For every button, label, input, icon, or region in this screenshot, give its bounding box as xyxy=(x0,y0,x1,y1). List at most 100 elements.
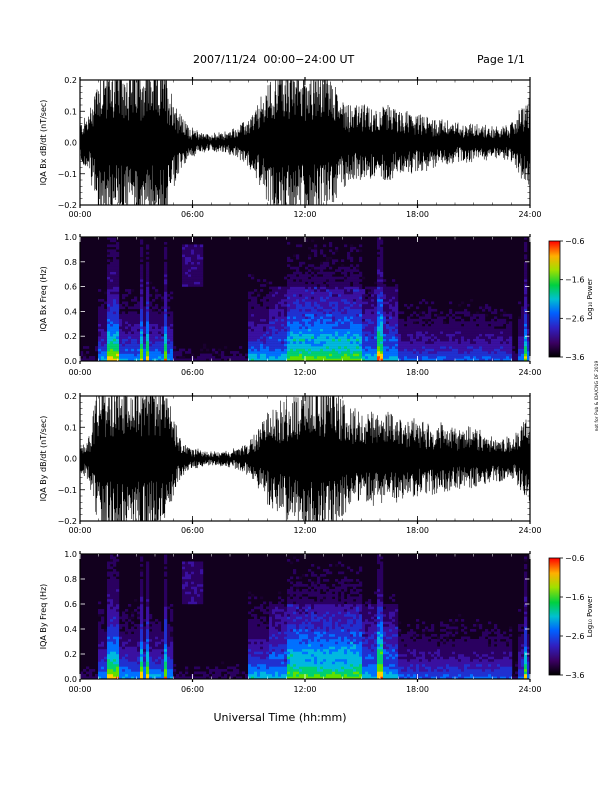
panel-2-cell xyxy=(128,358,132,361)
panel-2-cell xyxy=(140,274,144,277)
panel-4-cell xyxy=(119,654,123,657)
panel-4-cell xyxy=(251,609,255,612)
panel-2-cell xyxy=(278,308,282,312)
panel-2-cell xyxy=(398,326,402,329)
panel-4-cell xyxy=(251,621,255,625)
panel-4-cell xyxy=(251,614,255,617)
panel-2-cell xyxy=(371,351,375,354)
panel-2-cell xyxy=(110,286,114,290)
panel-2-cell xyxy=(116,333,120,337)
panel-2-cell xyxy=(251,291,255,295)
panel-2-cell xyxy=(140,259,144,262)
panel-2-cell xyxy=(383,299,387,302)
panel-2-cell xyxy=(116,291,120,295)
panel-2-cell xyxy=(134,296,138,300)
panel-2-cell xyxy=(521,333,525,337)
panel-2-cell xyxy=(527,331,530,334)
panel-2-cell xyxy=(527,316,530,320)
panel-2-cell xyxy=(359,323,363,327)
panel-2-cell xyxy=(422,331,426,334)
panel-2-cell xyxy=(122,323,126,327)
panel-2-cell xyxy=(485,338,489,342)
panel-2-cell xyxy=(410,336,414,339)
panel-4-cell xyxy=(149,656,153,660)
panel-2-cell xyxy=(293,351,297,354)
panel-2-cell xyxy=(338,306,342,310)
panel-2-cell xyxy=(491,323,495,327)
panel-2-cell xyxy=(257,321,261,324)
panel-4-cell xyxy=(155,669,159,672)
panel-2-cell xyxy=(350,244,354,248)
panel-2-colorbar-label: −0.6 xyxy=(565,237,584,246)
panel-4-cell xyxy=(182,599,186,602)
panel-4-cell xyxy=(170,669,174,672)
panel-2-cell xyxy=(305,328,309,332)
panel-4-cell xyxy=(212,676,216,679)
panel-4-cell xyxy=(104,631,108,635)
panel-2-cell xyxy=(389,301,393,305)
panel-2-cell xyxy=(272,289,276,292)
panel-2-cell xyxy=(254,343,258,347)
panel-4-cell xyxy=(167,626,171,630)
panel-2-cell xyxy=(485,306,489,310)
panel-2-cell xyxy=(302,308,306,312)
panel-2-cell xyxy=(140,351,144,354)
panel-4-cell xyxy=(107,664,111,667)
panel-2-cell xyxy=(107,269,111,272)
panel-4-cell xyxy=(140,604,144,607)
panel-2-cell xyxy=(113,301,117,305)
panel-2-cell xyxy=(380,251,384,255)
panel-2-cell xyxy=(464,331,468,334)
panel-2-cell xyxy=(371,301,375,305)
panel-2-cell xyxy=(194,279,198,282)
panel-4-cell xyxy=(146,569,150,572)
panel-2-cell xyxy=(416,348,420,352)
panel-2-cell xyxy=(167,326,171,329)
panel-2-cell xyxy=(116,318,120,322)
panel-2-cell xyxy=(476,326,480,329)
panel-2-cell xyxy=(395,318,399,322)
panel-2-cell xyxy=(299,313,303,317)
panel-2-cell xyxy=(260,318,264,322)
panel-4-cell xyxy=(137,606,141,610)
panel-4-cell xyxy=(149,659,153,662)
panel-2-cell xyxy=(149,333,153,337)
panel-2-cell xyxy=(146,356,150,359)
panel-2-cell xyxy=(131,356,135,359)
panel-2-cell xyxy=(413,323,417,327)
panel-4-cell xyxy=(254,661,258,665)
panel-2-cell xyxy=(254,356,258,359)
panel-2-cell xyxy=(281,351,285,354)
panel-4-cell xyxy=(164,601,168,605)
panel-2-cell xyxy=(314,294,318,297)
panel-2-cell xyxy=(344,301,348,305)
panel-2-cell xyxy=(305,318,309,322)
panel-2-cell xyxy=(374,343,378,347)
panel-2-cell xyxy=(401,358,405,361)
panel-2-cell xyxy=(386,296,390,300)
panel-2-cell xyxy=(269,294,273,297)
panel-2-cell xyxy=(212,358,216,361)
panel-2-cell xyxy=(398,333,402,337)
panel-2-cell xyxy=(143,306,147,310)
panel-2-cell xyxy=(116,346,120,349)
panel-2-cell xyxy=(140,249,144,253)
panel-2-cell xyxy=(98,328,102,332)
panel-4-cell xyxy=(152,631,156,635)
panel-4-cell xyxy=(140,649,144,652)
panel-2-cell xyxy=(416,351,420,354)
panel-2-cell xyxy=(113,356,117,359)
panel-1-xtick-label: 18:00 xyxy=(406,210,429,219)
panel-2-cell xyxy=(482,326,486,329)
panel-4-cell xyxy=(146,631,150,635)
panel-2-cell xyxy=(446,338,450,342)
panel-2-cell xyxy=(116,294,120,297)
panel-4-cell xyxy=(98,634,102,637)
panel-2-cell xyxy=(212,356,216,359)
panel-2-cell xyxy=(338,343,342,347)
panel-1-xtick-label: 06:00 xyxy=(181,210,204,219)
panel-2-cell xyxy=(320,323,324,327)
panel-2-cell xyxy=(275,318,279,322)
panel-2-cell xyxy=(209,356,213,359)
panel-2-cell xyxy=(233,353,237,357)
